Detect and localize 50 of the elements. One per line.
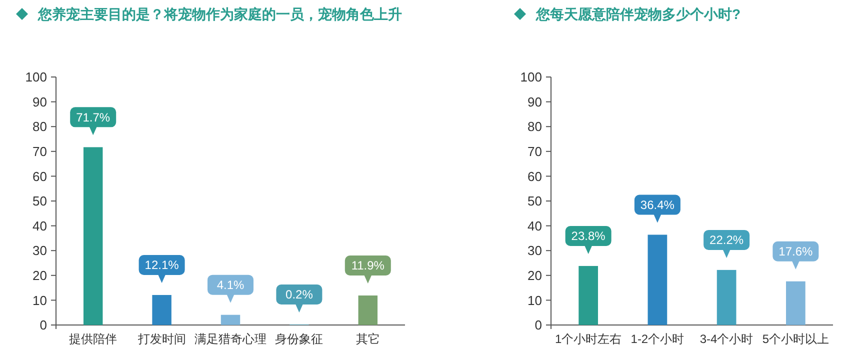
y-tick-label: 40 bbox=[32, 218, 47, 234]
y-tick-label: 10 bbox=[528, 292, 542, 308]
data-label: 71.7% bbox=[76, 110, 110, 124]
bar bbox=[648, 234, 668, 325]
y-tick-label: 90 bbox=[32, 94, 47, 110]
y-tick-label: 50 bbox=[32, 194, 47, 209]
y-tick-label: 100 bbox=[520, 70, 542, 85]
y-tick-label: 30 bbox=[32, 243, 47, 258]
y-tick-label: 30 bbox=[528, 243, 542, 258]
y-tick-label: 70 bbox=[528, 144, 542, 159]
x-tick-label: 其它 bbox=[356, 332, 380, 346]
chart-title: 您每天愿意陪伴宠物多少个小时? bbox=[535, 6, 741, 22]
data-label: 22.2% bbox=[710, 233, 744, 248]
bar bbox=[716, 270, 736, 325]
y-tick-label: 60 bbox=[32, 168, 47, 184]
y-tick-label: 20 bbox=[528, 268, 542, 283]
data-label: 23.8% bbox=[571, 229, 606, 244]
bar bbox=[152, 294, 172, 325]
y-tick-label: 0 bbox=[534, 318, 542, 333]
data-label: 11.9% bbox=[351, 258, 385, 273]
bar bbox=[786, 281, 806, 325]
x-tick-label: 打发时间 bbox=[136, 332, 186, 346]
y-tick-label: 100 bbox=[25, 70, 47, 85]
x-tick-label: 5个小时以上 bbox=[762, 332, 830, 346]
y-tick-label: 0 bbox=[40, 318, 47, 333]
x-tick-label: 身份象征 bbox=[275, 332, 324, 346]
data-label: 17.6% bbox=[778, 244, 814, 259]
y-tick-label: 90 bbox=[528, 94, 542, 110]
y-tick-label: 80 bbox=[32, 119, 47, 134]
y-tick-label: 70 bbox=[32, 144, 47, 159]
data-label: 4.1% bbox=[216, 278, 244, 292]
bar bbox=[83, 147, 103, 325]
y-tick-label: 10 bbox=[32, 292, 47, 308]
x-tick-label: 3-4个小时 bbox=[700, 332, 754, 346]
bar bbox=[220, 314, 240, 325]
x-tick-label: 满足猎奇心理 bbox=[194, 332, 266, 346]
chart-title: 您养宠主要目的是？将宠物作为家庭的一员，宠物角色上升 bbox=[37, 6, 402, 22]
y-tick-label: 20 bbox=[32, 268, 47, 283]
y-tick-label: 80 bbox=[528, 119, 542, 134]
data-label: 0.2% bbox=[286, 288, 314, 302]
data-label: 12.1% bbox=[144, 258, 180, 272]
y-tick-label: 40 bbox=[528, 218, 542, 234]
bar bbox=[578, 266, 598, 325]
y-tick-label: 60 bbox=[528, 168, 542, 184]
x-tick-label: 提供陪伴 bbox=[69, 332, 118, 346]
x-tick-label: 1-2个小时 bbox=[630, 332, 684, 346]
bar bbox=[358, 295, 378, 325]
x-tick-label: 1个小时左右 bbox=[554, 332, 622, 346]
data-label: 36.4% bbox=[640, 198, 675, 212]
y-tick-label: 50 bbox=[528, 194, 542, 209]
